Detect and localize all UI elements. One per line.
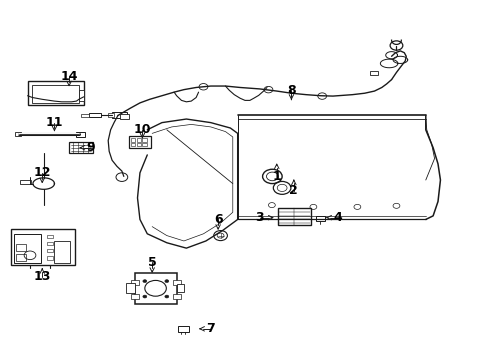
Bar xyxy=(177,326,189,332)
Text: 6: 6 xyxy=(214,213,222,226)
Text: 3: 3 xyxy=(255,211,264,224)
Text: 13: 13 xyxy=(33,270,51,283)
Bar xyxy=(47,234,53,238)
Bar xyxy=(131,143,135,146)
Bar xyxy=(16,253,26,261)
Bar xyxy=(172,294,180,299)
Text: 4: 4 xyxy=(334,211,342,224)
Bar xyxy=(76,132,85,136)
Bar xyxy=(143,138,147,141)
Bar xyxy=(69,141,93,153)
Bar xyxy=(143,143,147,146)
Bar xyxy=(54,241,70,263)
Bar xyxy=(278,208,312,225)
Text: 8: 8 xyxy=(287,84,296,97)
Text: 10: 10 xyxy=(134,123,151,136)
Circle shape xyxy=(143,280,147,283)
Bar xyxy=(81,114,89,117)
Circle shape xyxy=(143,295,147,298)
Bar xyxy=(137,143,141,146)
Bar xyxy=(27,81,84,105)
Bar xyxy=(20,180,31,184)
Circle shape xyxy=(165,280,169,283)
Text: 7: 7 xyxy=(206,322,215,335)
Bar xyxy=(121,114,129,119)
Bar xyxy=(16,244,26,251)
Bar xyxy=(137,138,141,141)
Bar xyxy=(47,242,53,245)
Bar xyxy=(112,112,127,118)
Bar xyxy=(14,234,41,263)
Bar xyxy=(11,229,75,265)
Text: 14: 14 xyxy=(60,69,78,82)
Text: 11: 11 xyxy=(46,116,63,129)
Bar xyxy=(32,85,79,103)
Bar xyxy=(126,283,135,293)
Bar xyxy=(47,249,53,252)
Bar xyxy=(135,273,176,304)
Bar xyxy=(131,280,139,285)
Text: 12: 12 xyxy=(33,166,51,179)
Bar xyxy=(131,138,135,141)
Bar xyxy=(15,132,21,136)
Bar xyxy=(176,284,184,292)
Bar xyxy=(47,256,53,260)
Bar xyxy=(89,113,101,117)
Bar xyxy=(108,113,114,117)
Bar xyxy=(131,294,139,299)
Bar xyxy=(369,71,378,75)
Bar xyxy=(316,216,325,221)
Bar xyxy=(129,136,151,148)
Text: 5: 5 xyxy=(148,256,156,269)
Text: 2: 2 xyxy=(290,184,298,197)
Bar xyxy=(79,90,84,101)
Bar xyxy=(172,280,180,285)
Text: 1: 1 xyxy=(272,170,281,183)
Text: 9: 9 xyxy=(87,141,96,154)
Circle shape xyxy=(165,295,169,298)
